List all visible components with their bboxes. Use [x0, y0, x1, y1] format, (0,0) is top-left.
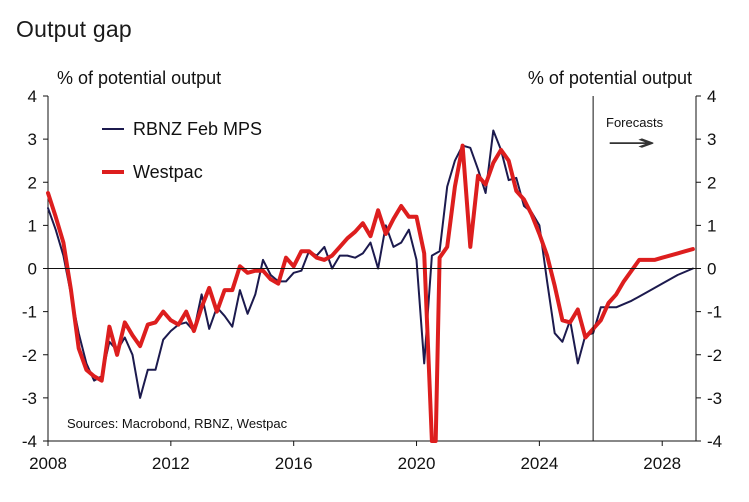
y-tick-label-left: 0 — [28, 260, 37, 279]
y-tick-label-right: -2 — [707, 346, 722, 365]
chart-title: Output gap — [16, 16, 132, 42]
y-tick-label-right: 4 — [707, 87, 716, 106]
y-tick-label-right: -4 — [707, 432, 722, 451]
x-axis: 2008 2012 2016 2020 2024 2028 — [29, 441, 681, 473]
y-tick-label-right: 0 — [707, 260, 716, 279]
legend-label-westpac: Westpac — [133, 162, 203, 182]
y-axis-right: 4 3 2 1 0 -1 -2 -3 -4 — [696, 87, 722, 451]
y-tick-label-right: 3 — [707, 130, 716, 149]
x-tick-label: 2028 — [643, 454, 681, 473]
source-note: Sources: Macrobond, RBNZ, Westpac — [67, 416, 288, 431]
series-line-rbnz-feb-mps — [47, 129, 694, 399]
y-tick-label-right: -3 — [707, 389, 722, 408]
x-tick-label: 2020 — [398, 454, 436, 473]
y-tick-label-right: 2 — [707, 173, 716, 192]
y-tick-label-left: 1 — [28, 216, 37, 235]
x-tick-label: 2008 — [29, 454, 67, 473]
y-tick-label-left: 4 — [28, 87, 37, 106]
y-axis-right-label: % of potential output — [528, 68, 692, 88]
x-tick-label: 2016 — [275, 454, 313, 473]
x-tick-label: 2024 — [520, 454, 558, 473]
y-axis-left-label: % of potential output — [57, 68, 221, 88]
y-tick-label-left: 2 — [28, 173, 37, 192]
y-tick-label-left: -1 — [22, 303, 37, 322]
y-tick-label-left: -4 — [22, 432, 37, 451]
series-line-westpac — [46, 143, 695, 443]
y-tick-label-left: 3 — [28, 130, 37, 149]
y-axis-left: 4 3 2 1 0 -1 -2 -3 -4 — [22, 87, 48, 451]
legend-label-rbnz: RBNZ Feb MPS — [133, 119, 262, 139]
series-layer — [46, 129, 695, 443]
forecast-arrow: → — [606, 131, 656, 156]
forecast-label: Forecasts — [606, 115, 664, 130]
y-tick-label-left: -2 — [22, 346, 37, 365]
y-tick-label-right: -1 — [707, 303, 722, 322]
x-tick-label: 2012 — [152, 454, 190, 473]
y-tick-label-right: 1 — [707, 216, 716, 235]
y-tick-label-left: -3 — [22, 389, 37, 408]
legend: RBNZ Feb MPS Westpac — [102, 119, 262, 182]
